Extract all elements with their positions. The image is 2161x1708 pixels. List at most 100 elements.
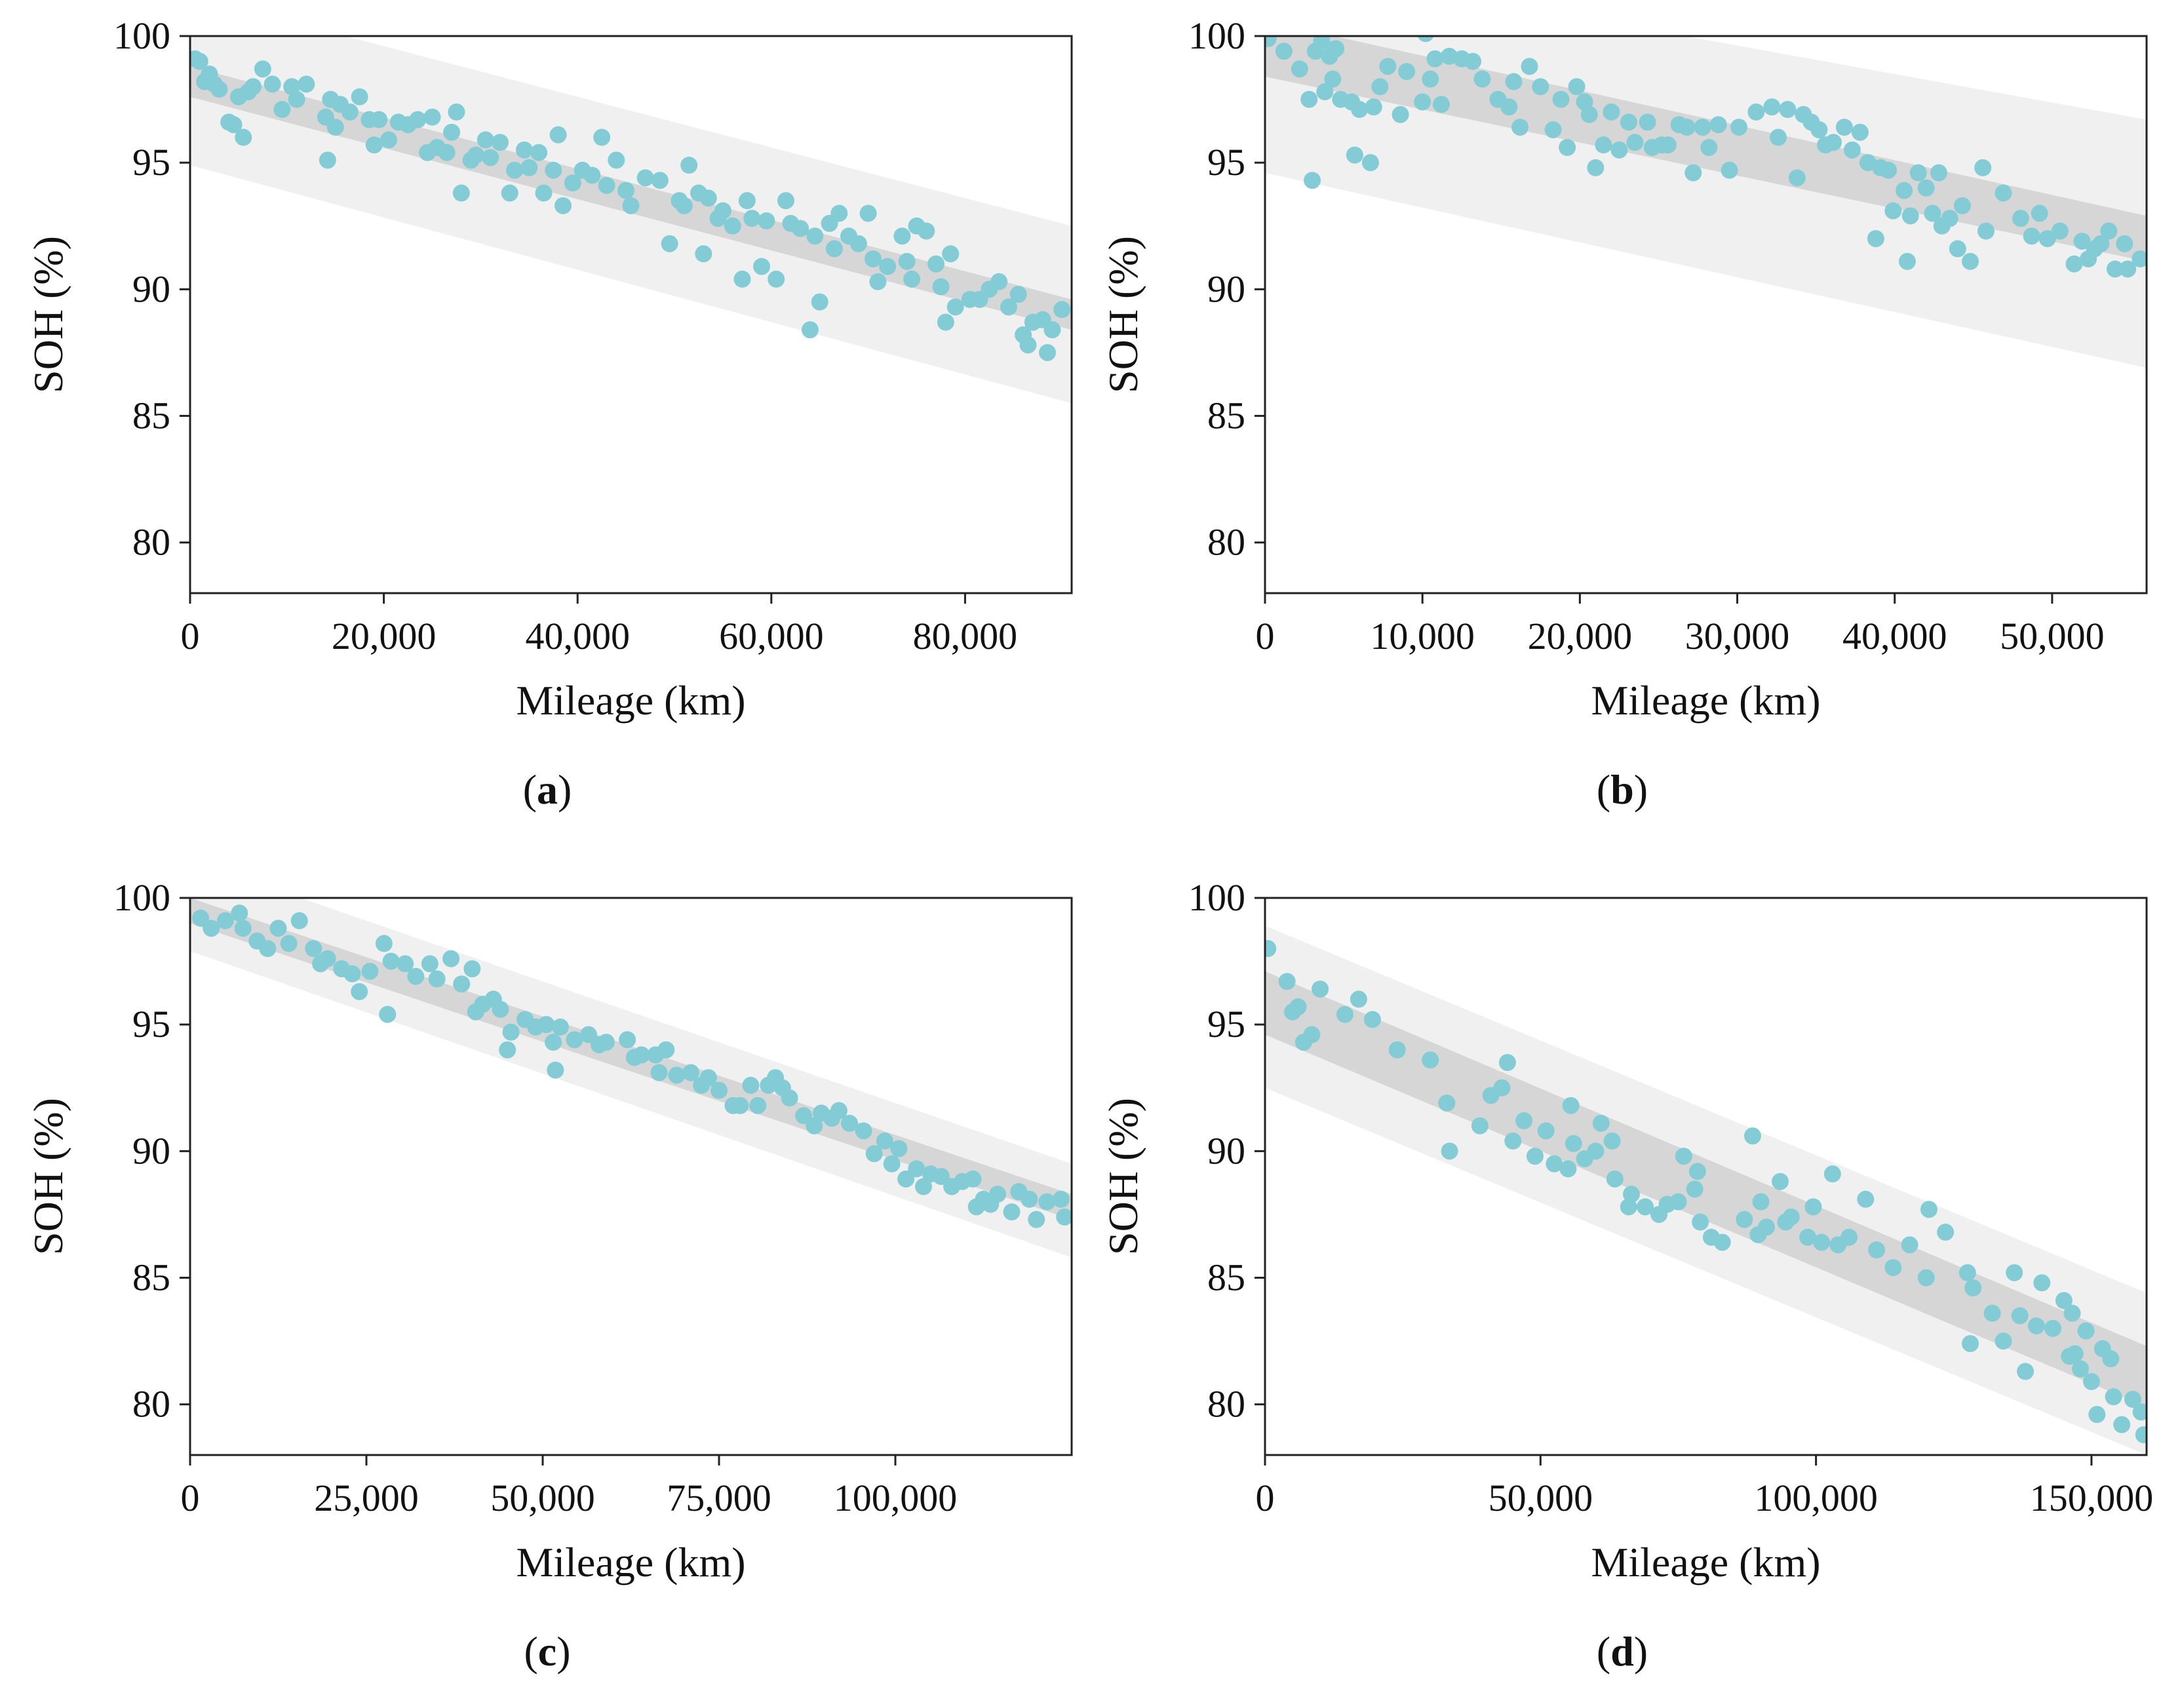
data-point-c — [749, 1097, 767, 1114]
data-point-a — [675, 197, 693, 214]
data-point-a — [448, 103, 465, 121]
data-point-c — [428, 970, 446, 988]
y-tick-label-c: 85 — [132, 1256, 170, 1299]
data-point-d — [1278, 973, 1296, 990]
data-point-b — [1603, 103, 1620, 121]
data-point-a — [1009, 286, 1027, 303]
data-point-c — [1052, 1190, 1070, 1208]
data-point-a — [699, 189, 717, 207]
plot-area-b — [1265, 36, 2147, 368]
data-point-b — [1361, 154, 1379, 172]
data-point-d — [1937, 1224, 1955, 1241]
data-point-a — [319, 151, 336, 169]
data-point-a — [210, 81, 228, 98]
data-point-d — [1422, 1051, 1439, 1069]
data-point-b — [1371, 78, 1389, 96]
y-tick-label-a: 100 — [113, 14, 170, 57]
data-point-c — [545, 1034, 562, 1051]
chart-c: 0 25,000 50,000 75,000 100,000 80 85 90 95 100 Mil… — [25, 876, 1073, 1585]
x-axis-title-b: Mileage (km) — [1591, 677, 1820, 724]
data-point-d — [1504, 1132, 1522, 1150]
data-point-c — [319, 950, 336, 967]
data-point-c — [259, 940, 277, 958]
plot-frame-b — [1264, 35, 2148, 594]
data-point-b — [2092, 235, 2110, 252]
data-point-d — [1917, 1269, 1935, 1287]
data-point-c — [742, 1076, 760, 1094]
data-point-c — [216, 912, 234, 929]
data-point-d — [2033, 1274, 2051, 1292]
data-point-d — [1493, 1079, 1511, 1097]
data-point-d — [1799, 1228, 1817, 1246]
data-point-d — [1471, 1117, 1489, 1135]
data-point-a — [467, 146, 485, 164]
data-point-d — [1388, 1041, 1406, 1058]
x-tick-label-d: 100,000 — [1754, 1477, 1878, 1519]
data-point-a — [555, 197, 572, 214]
data-point-c — [1021, 1190, 1038, 1208]
chart-d: 0 50,000 100,000 150,000 80 85 90 95 100 Mileage … — [1100, 876, 2153, 1585]
data-point-b — [1327, 40, 1345, 58]
y-tick-label-c: 90 — [132, 1129, 170, 1172]
data-point-d — [1901, 1236, 1918, 1254]
data-point-a — [661, 235, 678, 252]
data-point-b — [1917, 179, 1935, 197]
data-point-c — [657, 1041, 675, 1058]
data-point-d — [2011, 1307, 2029, 1325]
x-tick-label-b: 0 — [1256, 615, 1275, 657]
data-point-a — [830, 204, 848, 222]
data-point-c — [407, 967, 425, 985]
x-tick-label-b: 50,000 — [2000, 615, 2105, 657]
data-point-b — [1977, 222, 1995, 240]
data-point-d — [1438, 1094, 1456, 1112]
data-point-c — [964, 1170, 982, 1188]
data-point-c — [883, 1155, 901, 1173]
data-point-a — [530, 144, 548, 161]
x-tick-label-a: 40,000 — [525, 615, 630, 657]
data-point-a — [622, 197, 640, 214]
data-point-c — [897, 1170, 915, 1188]
data-point-b — [1511, 119, 1529, 136]
data-point-d — [2135, 1426, 2147, 1444]
data-point-c — [711, 1081, 728, 1099]
data-point-a — [859, 204, 877, 222]
data-point-a — [535, 184, 553, 202]
data-point-b — [1532, 78, 1549, 96]
data-point-c — [203, 920, 220, 937]
data-point-c — [351, 982, 368, 1000]
data-point-a — [341, 103, 359, 121]
data-point-a — [733, 270, 751, 288]
y-tick-label-a: 95 — [132, 141, 170, 184]
data-point-d — [1637, 1198, 1654, 1216]
data-point-d — [1692, 1213, 1709, 1231]
data-point-b — [1941, 210, 1958, 227]
x-axis-title-d: Mileage (km) — [1591, 1539, 1820, 1585]
y-tick-label-c: 100 — [113, 876, 170, 919]
data-point-b — [1639, 113, 1656, 131]
data-point-a — [869, 273, 887, 290]
data-point-c — [908, 1160, 925, 1178]
data-point-c — [397, 955, 414, 973]
data-point-a — [326, 119, 344, 136]
data-point-b — [1568, 78, 1586, 96]
data-point-c — [806, 1117, 823, 1135]
data-point-c — [619, 1031, 636, 1049]
data-point-a — [225, 116, 243, 134]
data-point-a — [273, 101, 291, 119]
data-point-b — [2038, 230, 2056, 248]
y-tick-label-d: 100 — [1188, 876, 1245, 919]
data-point-b — [2073, 232, 2091, 250]
data-point-b — [1626, 134, 1644, 151]
data-point-b — [2023, 227, 2040, 245]
data-point-d — [1587, 1142, 1605, 1160]
data-point-a — [1039, 343, 1057, 361]
data-point-a — [1053, 301, 1071, 319]
data-point-d — [1688, 1163, 1706, 1180]
data-point-d — [1669, 1193, 1687, 1211]
panel-b: 0 10,000 20,000 30,000 40,000 50,000 80 85 90 95 1… — [1091, 0, 2153, 845]
data-point-d — [1336, 1005, 1353, 1023]
data-point-a — [545, 161, 562, 179]
data-point-c — [597, 1034, 615, 1051]
data-point-d — [2055, 1292, 2073, 1310]
data-point-a — [1000, 298, 1017, 316]
